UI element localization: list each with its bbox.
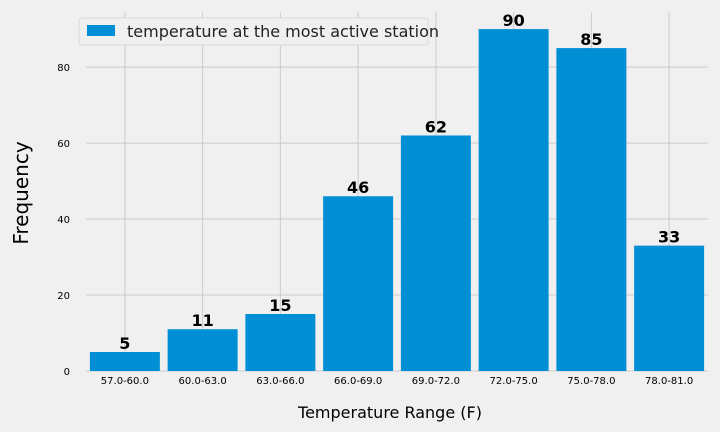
y-axis-label: Frequency — [9, 141, 33, 244]
x-tick-label: 60.0-63.0 — [179, 376, 227, 387]
bars — [89, 29, 705, 372]
legend: temperature at the most active station — [78, 17, 439, 46]
x-tick-label: 75.0-78.0 — [567, 376, 615, 387]
data-label: 15 — [269, 296, 291, 315]
bar-78.0-81.0 — [634, 245, 705, 371]
y-tick-label: 60 — [57, 139, 70, 150]
data-label: 33 — [658, 228, 680, 247]
x-tick-label: 78.0-81.0 — [645, 376, 693, 387]
bar-60.0-63.0 — [167, 329, 238, 371]
data-labels: 5 11 15 46 62 90 85 33 — [119, 11, 680, 353]
x-tick-label: 57.0-60.0 — [101, 376, 149, 387]
bar-57.0-60.0 — [89, 352, 160, 371]
y-tick-label: 40 — [57, 215, 70, 226]
legend-swatch — [87, 25, 115, 36]
legend-label: temperature at the most active station — [127, 22, 439, 41]
bar-75.0-78.0 — [556, 48, 627, 372]
data-label: 90 — [502, 11, 524, 30]
data-label: 62 — [425, 117, 447, 136]
data-label: 5 — [119, 334, 130, 353]
bar-72.0-75.0 — [478, 29, 549, 371]
tick-labels: 0 20 40 60 80 57.0-60.0 60.0-63.0 63.0-66.0 66.0… — [57, 63, 693, 387]
bar-63.0-66.0 — [245, 314, 316, 371]
y-tick-label: 80 — [57, 63, 70, 74]
x-tick-label: 72.0-75.0 — [490, 376, 538, 387]
bar-69.0-72.0 — [400, 135, 471, 371]
data-label: 11 — [191, 311, 213, 330]
x-tick-label: 66.0-69.0 — [334, 376, 382, 387]
x-tick-label: 69.0-72.0 — [412, 376, 460, 387]
data-label: 46 — [347, 178, 369, 197]
x-axis-label: Temperature Range (F) — [297, 403, 482, 422]
y-tick-label: 0 — [64, 367, 70, 378]
y-tick-label: 20 — [57, 291, 70, 302]
legend-frame — [78, 17, 429, 46]
data-label: 85 — [580, 30, 602, 49]
bar-66.0-69.0 — [323, 196, 394, 371]
x-tick-label: 63.0-66.0 — [256, 376, 304, 387]
